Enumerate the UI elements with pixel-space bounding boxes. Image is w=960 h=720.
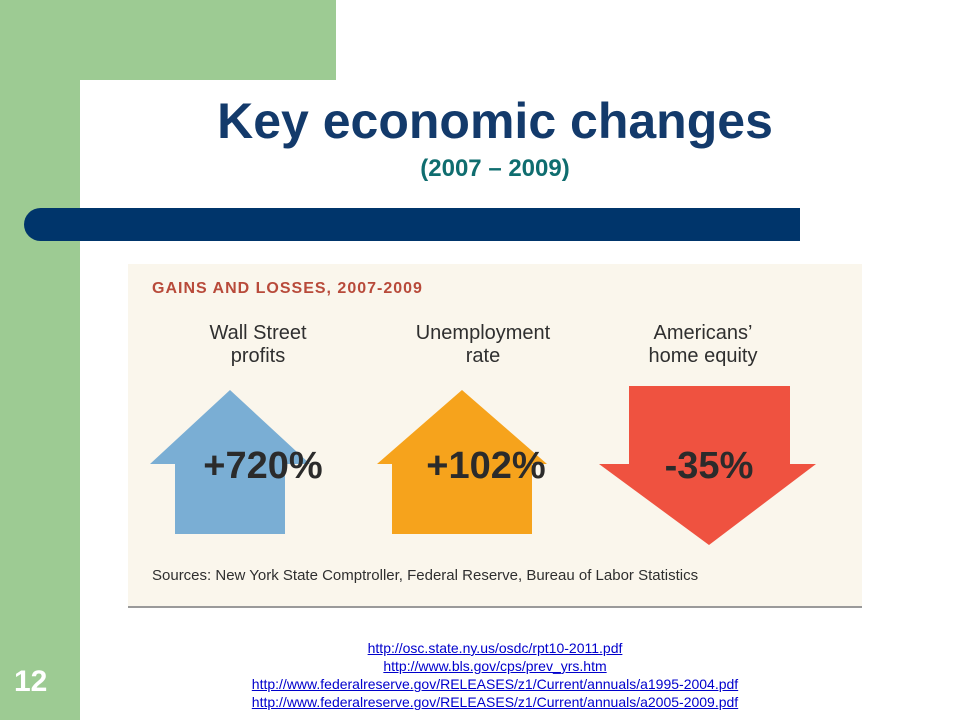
gains-losses-infographic: GAINS AND LOSSES, 2007-2009 Wall Street …	[128, 264, 862, 608]
link-fed-2005-2009[interactable]: http://www.federalreserve.gov/RELEASES/z…	[251, 694, 739, 710]
wall-street-label-line2: profits	[230, 345, 286, 367]
sources-note: Sources: New York State Comptroller, Fed…	[152, 567, 699, 584]
slide-title: Key economic changes	[217, 93, 773, 149]
title-divider-bar	[24, 208, 800, 241]
link-bls-cps[interactable]: http://www.bls.gov/cps/prev_yrs.htm	[383, 658, 607, 674]
left-green-band	[0, 0, 80, 720]
wall-street-label-line1: Wall Street	[209, 322, 307, 344]
link-osc-report[interactable]: http://osc.state.ny.us/osdc/rpt10-2011.p…	[367, 640, 623, 656]
home-equity-value: -35%	[665, 445, 754, 487]
link-fed-1995-2004[interactable]: http://www.federalreserve.gov/RELEASES/z…	[251, 676, 739, 692]
wall-street-up-arrow	[150, 390, 310, 534]
unemployment-label-line1: Unemployment	[415, 322, 551, 344]
unemployment-label: Unemployment rate	[388, 322, 578, 368]
top-green-band	[80, 0, 336, 80]
source-links: http://osc.state.ny.us/osdc/rpt10-2011.p…	[80, 639, 910, 711]
arrows-graphic: +720% +102% -35%	[150, 386, 816, 545]
wall-street-label: Wall Street profits	[163, 322, 353, 368]
home-equity-label-line1: Americans’	[653, 322, 753, 344]
wall-street-value: +720%	[203, 445, 322, 487]
unemployment-label-line2: rate	[465, 345, 501, 367]
infographic-header: GAINS AND LOSSES, 2007-2009	[152, 280, 423, 297]
slide-number: 12	[14, 665, 48, 698]
home-equity-label: Americans’ home equity	[608, 322, 798, 368]
unemployment-value: +102%	[426, 445, 545, 487]
home-equity-down-arrow	[599, 386, 816, 545]
home-equity-label-line2: home equity	[648, 345, 758, 367]
slide-subtitle: (2007 – 2009)	[420, 155, 570, 182]
unemployment-up-arrow	[377, 390, 547, 534]
